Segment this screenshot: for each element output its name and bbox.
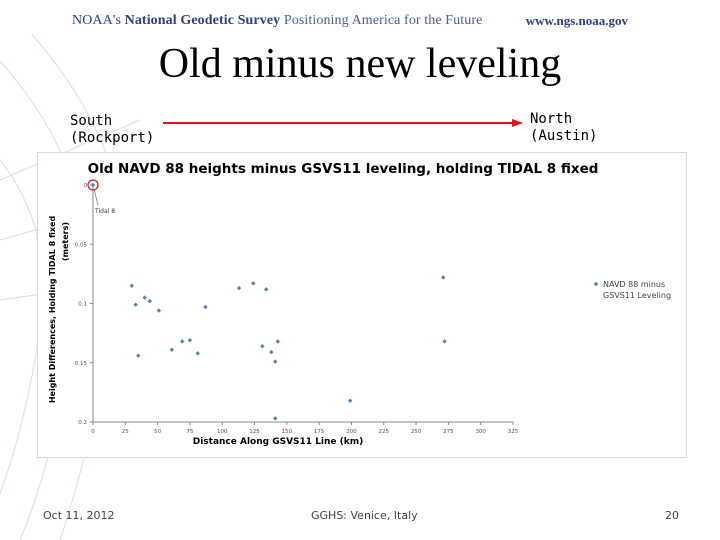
chart-plot: 0 25 50 75 100 125 150 175 200 225 250 275 300 325 0 0.… — [48, 179, 671, 447]
data-point — [169, 347, 175, 352]
x-tick-label: 175 — [314, 429, 325, 435]
annotation-label: Tidal 8 — [94, 208, 115, 215]
x-tick-label: 325 — [508, 429, 519, 435]
legend-marker — [593, 281, 599, 287]
agency-tagline: Positioning America for the Future — [283, 13, 483, 28]
x-axis-label: Distance Along GSVS11 Line (km) — [193, 437, 364, 447]
x-tick-label: 75 — [186, 429, 193, 435]
data-point — [260, 343, 265, 349]
data-point — [156, 308, 162, 313]
footer-date: Oct 11, 2012 — [43, 509, 115, 522]
data-point — [136, 353, 141, 358]
data-point — [90, 182, 96, 188]
data-point — [441, 275, 446, 280]
annotation-circle — [87, 179, 99, 191]
data-point — [133, 302, 138, 307]
data-point — [236, 285, 242, 291]
agency-header: NOAA's National Geodetic Survey Position… — [72, 13, 482, 29]
x-tick-label: 200 — [346, 429, 357, 435]
x-tick-label: 25 — [122, 429, 129, 435]
y-axis-unit-label: (meters) — [61, 222, 70, 261]
agency-url: www.ngs.noaa.gov — [525, 13, 628, 28]
data-point — [195, 351, 200, 356]
agency-prefix: NOAA's — [72, 13, 122, 28]
y-tick-label: 0.15 — [75, 361, 88, 367]
legend-label: NAVD 88 minus GSVS11 Leveling — [603, 280, 671, 300]
x-tick-label: 250 — [411, 429, 422, 435]
data-point — [263, 287, 269, 292]
data-point — [251, 281, 256, 286]
north-label: North (Austin) — [530, 111, 598, 144]
south-label: South (Rockport) — [70, 113, 155, 146]
data-point — [147, 298, 153, 304]
chart-panel: Old NAVD 88 heights minus GSVS11 levelin… — [37, 152, 687, 458]
data-point — [273, 416, 278, 421]
x-tick-label: 0 — [91, 429, 95, 435]
y-tick-label: 0 — [84, 183, 88, 189]
header-band — [0, 0, 720, 34]
y-axis-label: Height Differences, Holding TIDAL 8 fixe… — [48, 216, 57, 404]
x-tick-label: 225 — [379, 429, 390, 435]
data-point — [442, 339, 447, 344]
data-point — [203, 304, 208, 310]
x-tick-label: 300 — [475, 429, 486, 435]
slide-title: Old minus new leveling — [158, 41, 562, 87]
data-point — [269, 349, 274, 355]
y-tick-label: 0.1 — [78, 302, 87, 308]
y-tick-label: 0.05 — [75, 242, 88, 248]
x-tick-label: 50 — [154, 429, 161, 435]
data-point — [273, 359, 278, 364]
footer-page-number: 20 — [665, 509, 679, 522]
data-point — [142, 295, 147, 300]
footer-conference: GGHS: Venice, Italy — [311, 509, 418, 522]
data-point — [129, 283, 134, 288]
agency-name: National Geodetic Survey — [124, 13, 281, 28]
data-point — [275, 339, 280, 344]
x-tick-label: 100 — [217, 429, 228, 435]
direction-arrow-head — [512, 119, 523, 127]
x-tick-label: 125 — [249, 429, 260, 435]
annotation-leader — [93, 188, 99, 206]
x-tick-label: 150 — [282, 429, 293, 435]
y-tick-label: 0.2 — [78, 420, 87, 426]
chart-title: Old NAVD 88 heights minus GSVS11 levelin… — [87, 161, 599, 177]
data-point — [347, 398, 353, 403]
data-point — [187, 338, 193, 343]
x-tick-label: 275 — [443, 429, 454, 435]
data-point — [179, 339, 185, 344]
